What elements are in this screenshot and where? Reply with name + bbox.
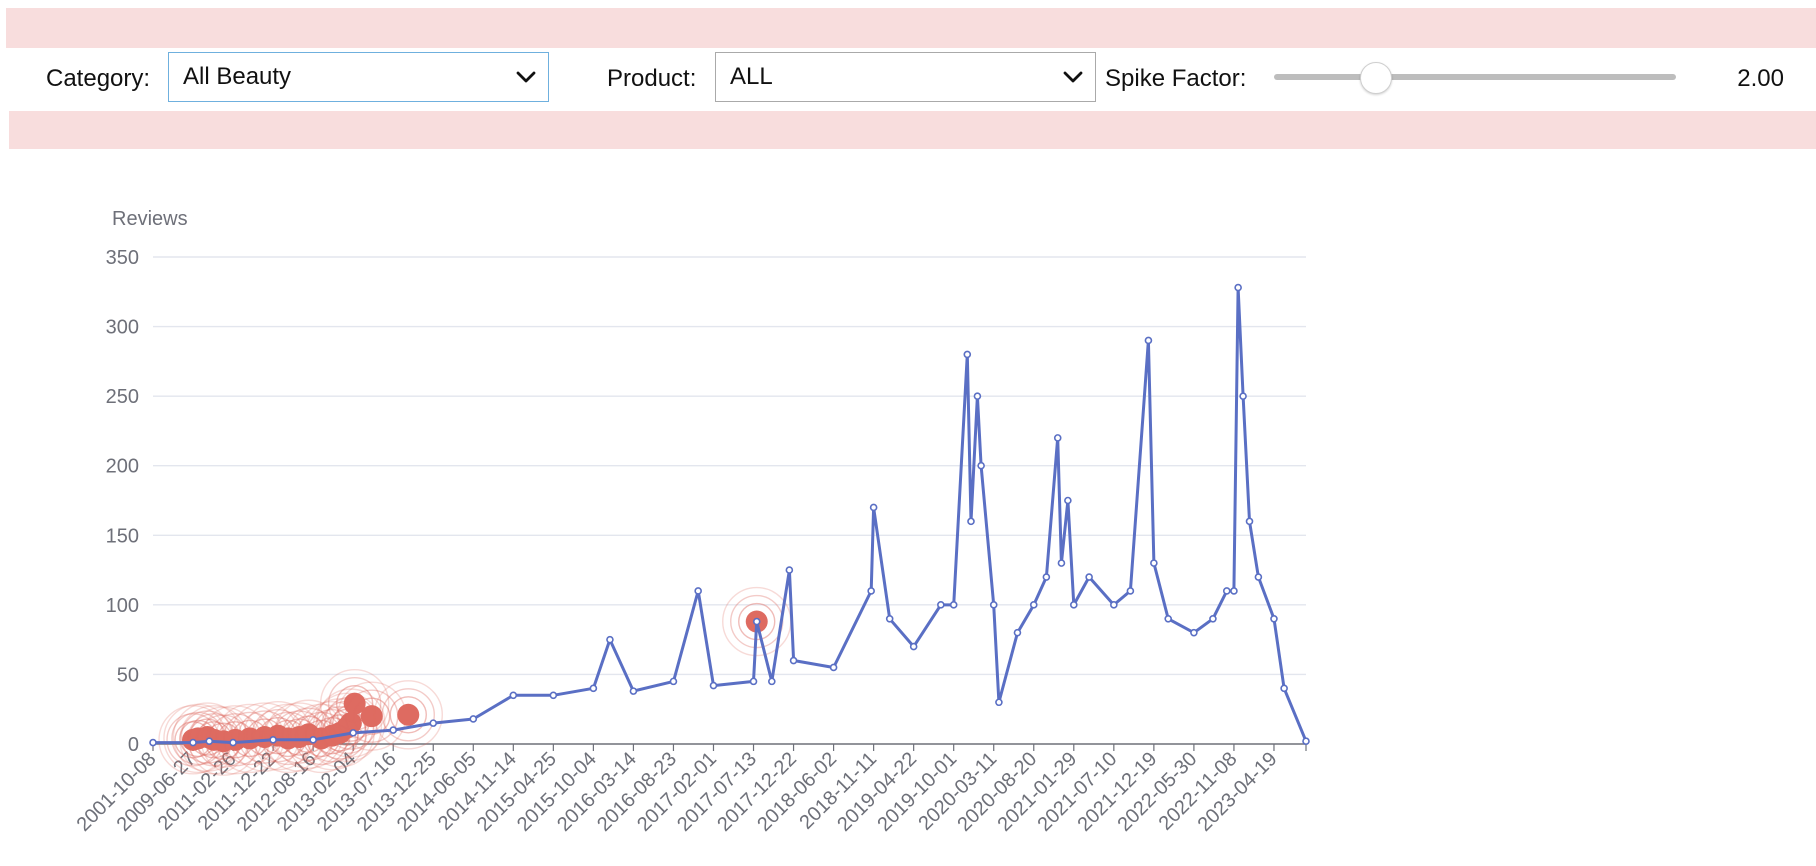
data-point[interactable]	[1234, 283, 1242, 292]
spike-factor-label: Spike Factor:	[1105, 65, 1247, 92]
y-tick-label: 150	[106, 525, 139, 547]
data-point[interactable]	[629, 687, 638, 695]
data-point[interactable]	[389, 726, 398, 734]
chevron-down-icon	[504, 52, 548, 102]
slider-thumb[interactable]	[1359, 62, 1392, 94]
data-point[interactable]	[509, 691, 518, 700]
data-point[interactable]	[1254, 573, 1263, 581]
data-point[interactable]	[349, 729, 357, 737]
data-point[interactable]	[1110, 601, 1118, 609]
data-point[interactable]	[606, 635, 614, 644]
data-point[interactable]	[789, 656, 798, 665]
y-tick-label: 300	[106, 317, 139, 339]
y-tick-label: 250	[106, 386, 139, 408]
data-point[interactable]	[869, 503, 878, 512]
spike-factor-value: 2.00	[1737, 65, 1784, 92]
series-line	[153, 286, 1308, 745]
y-axis-label: Reviews	[112, 208, 188, 230]
y-tick-label: 350	[106, 247, 139, 269]
top-band	[6, 8, 1816, 48]
data-point[interactable]	[469, 715, 478, 723]
data-point[interactable]	[205, 737, 214, 746]
product-label: Product:	[607, 65, 697, 92]
y-tick-label: 50	[117, 664, 139, 686]
data-point[interactable]	[149, 738, 157, 747]
data-point[interactable]	[967, 517, 975, 526]
data-point[interactable]	[909, 642, 918, 651]
y-tick-label: 100	[106, 595, 139, 617]
data-point[interactable]	[1053, 434, 1062, 442]
data-point[interactable]	[589, 684, 598, 693]
data-point[interactable]	[977, 461, 985, 470]
data-point[interactable]	[1013, 628, 1022, 637]
y-tick-label: 200	[106, 456, 139, 478]
data-point[interactable]	[694, 587, 702, 595]
data-point[interactable]	[309, 736, 317, 744]
data-point[interactable]	[768, 677, 776, 686]
y-tick-label: 0	[128, 734, 139, 756]
data-point[interactable]	[549, 691, 558, 700]
data-point[interactable]	[1069, 601, 1078, 609]
slider-track	[1274, 74, 1676, 80]
data-point[interactable]	[1209, 614, 1217, 623]
data-point[interactable]	[867, 587, 875, 595]
spike-marker[interactable]	[319, 668, 390, 739]
data-point[interactable]	[229, 738, 237, 747]
category-select-value: All Beauty	[183, 63, 292, 90]
data-point[interactable]	[785, 566, 794, 574]
data-point[interactable]	[1230, 587, 1238, 595]
data-point[interactable]	[1150, 559, 1158, 567]
data-point[interactable]	[1302, 737, 1310, 746]
controls-bar: Category: All Beauty Product: ALL Spike …	[0, 52, 1816, 104]
data-point[interactable]	[752, 617, 761, 626]
data-point[interactable]	[1280, 684, 1288, 693]
data-point[interactable]	[973, 392, 982, 400]
data-point[interactable]	[963, 350, 972, 359]
spike-marker[interactable]	[373, 680, 443, 750]
data-point[interactable]	[1245, 517, 1254, 526]
data-point[interactable]	[1239, 392, 1247, 400]
data-point[interactable]	[1270, 614, 1278, 623]
data-point[interactable]	[1042, 573, 1051, 581]
product-select-value: ALL	[730, 63, 773, 90]
data-point[interactable]	[1164, 614, 1173, 623]
data-point[interactable]	[269, 736, 277, 744]
data-point[interactable]	[949, 601, 958, 609]
data-point[interactable]	[1029, 601, 1038, 609]
data-point[interactable]	[1057, 559, 1066, 567]
data-point[interactable]	[1144, 336, 1153, 345]
data-point[interactable]	[1126, 587, 1135, 595]
bottom-band	[9, 111, 1816, 149]
data-point[interactable]	[937, 601, 945, 609]
data-point[interactable]	[1064, 496, 1072, 505]
product-select[interactable]: ALL	[715, 52, 1096, 102]
data-point[interactable]	[669, 677, 678, 686]
data-point[interactable]	[189, 738, 197, 747]
data-point[interactable]	[1190, 628, 1198, 637]
category-select[interactable]: All Beauty	[168, 52, 549, 102]
data-point[interactable]	[749, 677, 758, 686]
data-point[interactable]	[1222, 587, 1231, 595]
category-label: Category:	[46, 65, 151, 92]
data-point[interactable]	[709, 681, 718, 690]
data-point[interactable]	[829, 663, 838, 672]
spike-factor-slider[interactable]	[1274, 62, 1676, 94]
chevron-down-icon	[1051, 52, 1095, 102]
data-point[interactable]	[989, 601, 998, 609]
data-point[interactable]	[1085, 573, 1093, 581]
data-point[interactable]	[885, 614, 894, 623]
data-point[interactable]	[429, 719, 438, 727]
data-point[interactable]	[995, 698, 1003, 707]
